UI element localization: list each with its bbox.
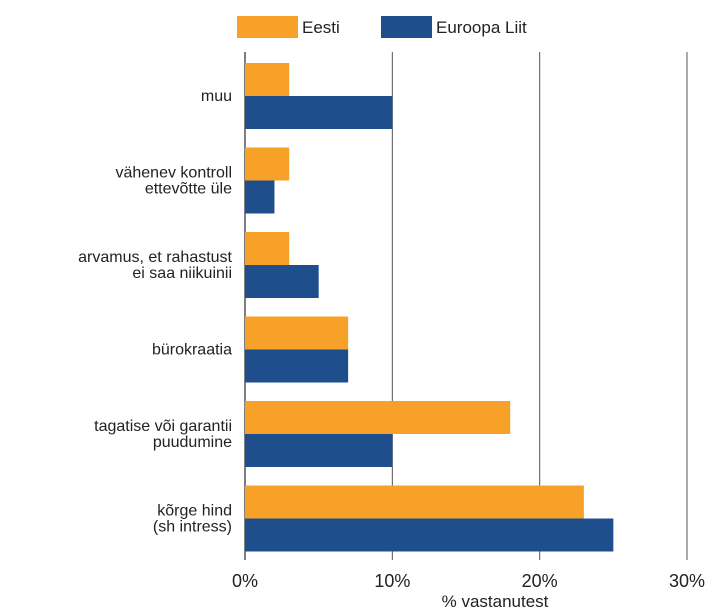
- category-label-line: ettevõtte üle: [145, 181, 232, 198]
- category-label-line: muu: [201, 88, 232, 105]
- category-label-line: arvamus, et rahastust: [78, 249, 232, 266]
- category-label-line: puudumine: [153, 434, 232, 451]
- x-axis-label: % vastanutest: [442, 592, 549, 611]
- legend: Eesti Euroopa Liit: [237, 16, 527, 38]
- bar-euroopa-liit: [245, 349, 349, 383]
- category-label: muu: [201, 88, 232, 105]
- bar-euroopa-liit: [245, 180, 275, 214]
- category-label-line: (sh intress): [153, 519, 232, 536]
- category-label: tagatise või garantii puudumine: [94, 418, 232, 451]
- bar-euroopa-liit: [245, 96, 393, 129]
- bar-eesti: [245, 316, 349, 350]
- bar-eesti: [245, 401, 511, 434]
- category-label: arvamus, et rahastust ei saa niikuinii: [78, 249, 232, 282]
- bar-euroopa-liit: [245, 434, 393, 467]
- category-label-line: bürokraatia: [152, 342, 232, 359]
- x-tick-label: 30%: [669, 571, 705, 591]
- x-tick-label: 20%: [522, 571, 558, 591]
- category-labels: muu vähenev kontroll ettevõtte üle arvamus,…: [78, 88, 232, 536]
- legend-swatch: [237, 16, 298, 38]
- category-label-line: vähenev kontroll: [115, 165, 232, 182]
- category-label-line: tagatise või garantii: [94, 418, 232, 435]
- legend-label: Euroopa Liit: [436, 18, 527, 37]
- legend-swatch: [381, 16, 432, 38]
- category-label: bürokraatia: [152, 342, 232, 359]
- category-label-line: kõrge hind: [157, 503, 232, 520]
- bar-eesti: [245, 232, 290, 265]
- bar-eesti: [245, 485, 584, 519]
- bar-eesti: [245, 147, 290, 181]
- grid: [244, 52, 688, 560]
- x-tick-label: 0%: [232, 571, 258, 591]
- bar-euroopa-liit: [245, 265, 319, 298]
- category-label-line: ei saa niikuinii: [132, 265, 232, 282]
- category-label: kõrge hind (sh intress): [153, 503, 232, 536]
- legend-label: Eesti: [302, 18, 340, 37]
- category-label: vähenev kontroll ettevõtte üle: [115, 165, 232, 198]
- bar-euroopa-liit: [245, 518, 614, 552]
- bars: [245, 63, 614, 552]
- x-tick-label: 10%: [374, 571, 410, 591]
- x-tick-labels: 0% 10% 20% 30%: [232, 571, 705, 591]
- bar-eesti: [245, 63, 290, 96]
